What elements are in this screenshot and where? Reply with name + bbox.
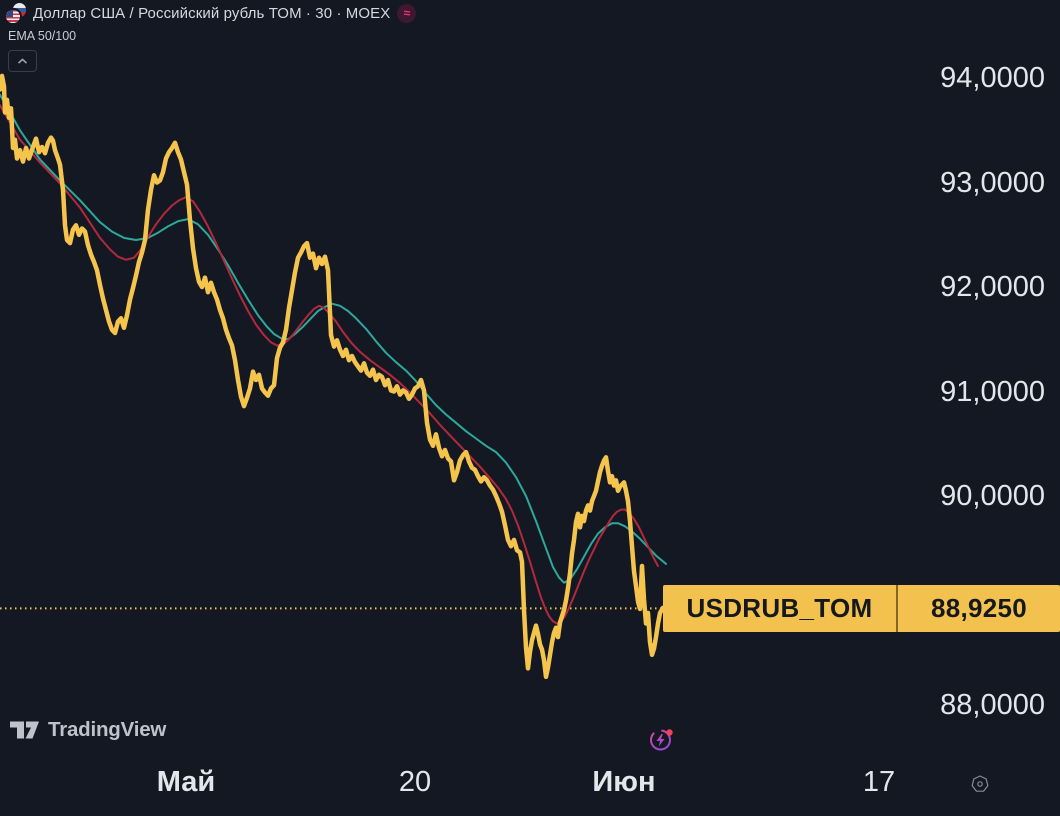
tradingview-logo-text: TradingView (48, 718, 167, 741)
x-axis-label: 20 (398, 766, 432, 798)
y-axis-label: 94,0000 (940, 62, 1045, 94)
chevron-up-icon (18, 58, 27, 64)
y-axis-label: 91,0000 (940, 375, 1045, 408)
indicator-legend-ema[interactable]: EMA 50/100 (8, 29, 77, 43)
delayed-data-badge[interactable]: ≈ (397, 3, 417, 23)
lightning-circle-icon (650, 729, 673, 751)
series-line-ema-100 (0, 93, 667, 584)
notification-dot (666, 729, 673, 736)
x-axis-label: 17 (862, 766, 896, 798)
y-axis-label: 92,0000 (940, 271, 1045, 303)
technicals-bolt-button[interactable] (648, 725, 676, 758)
tradingview-logo[interactable]: TradingView (10, 718, 166, 742)
y-axis-label: 93,0000 (940, 166, 1045, 199)
scale-settings-button[interactable] (970, 774, 990, 799)
series-line-usdrub-tom (0, 73, 666, 680)
x-axis-label: Май (156, 766, 216, 798)
time-scale[interactable]: Май 20 Июн 17 (0, 754, 1060, 816)
symbol-legend[interactable]: Доллар США / Российский рубль ТОМ · 30 ·… (6, 3, 417, 23)
y-axis-label: 88,0000 (940, 689, 1045, 721)
last-price-marker: USDRUB_TOM 88,9250 (663, 584, 1060, 632)
y-axis-label: 90,0000 (940, 480, 1045, 512)
price-scale[interactable]: 94,0000 93,0000 92,0000 91,0000 90,0000 88,00… (900, 0, 1060, 755)
heptagon-gear-icon (971, 775, 989, 792)
x-axis-label: Июн (592, 766, 656, 798)
legend-collapse-button[interactable] (8, 50, 37, 72)
us-flag-icon (6, 9, 20, 23)
last-price-symbol: USDRUB_TOM (663, 584, 898, 632)
series-line-ema-50 (0, 104, 659, 625)
symbol-title[interactable]: Доллар США / Российский рубль ТОМ · 30 ·… (33, 4, 391, 22)
currency-pair-flags-icon (6, 3, 26, 23)
tradingview-mark-icon (10, 721, 39, 738)
last-price-value: 88,9250 (930, 592, 1028, 623)
